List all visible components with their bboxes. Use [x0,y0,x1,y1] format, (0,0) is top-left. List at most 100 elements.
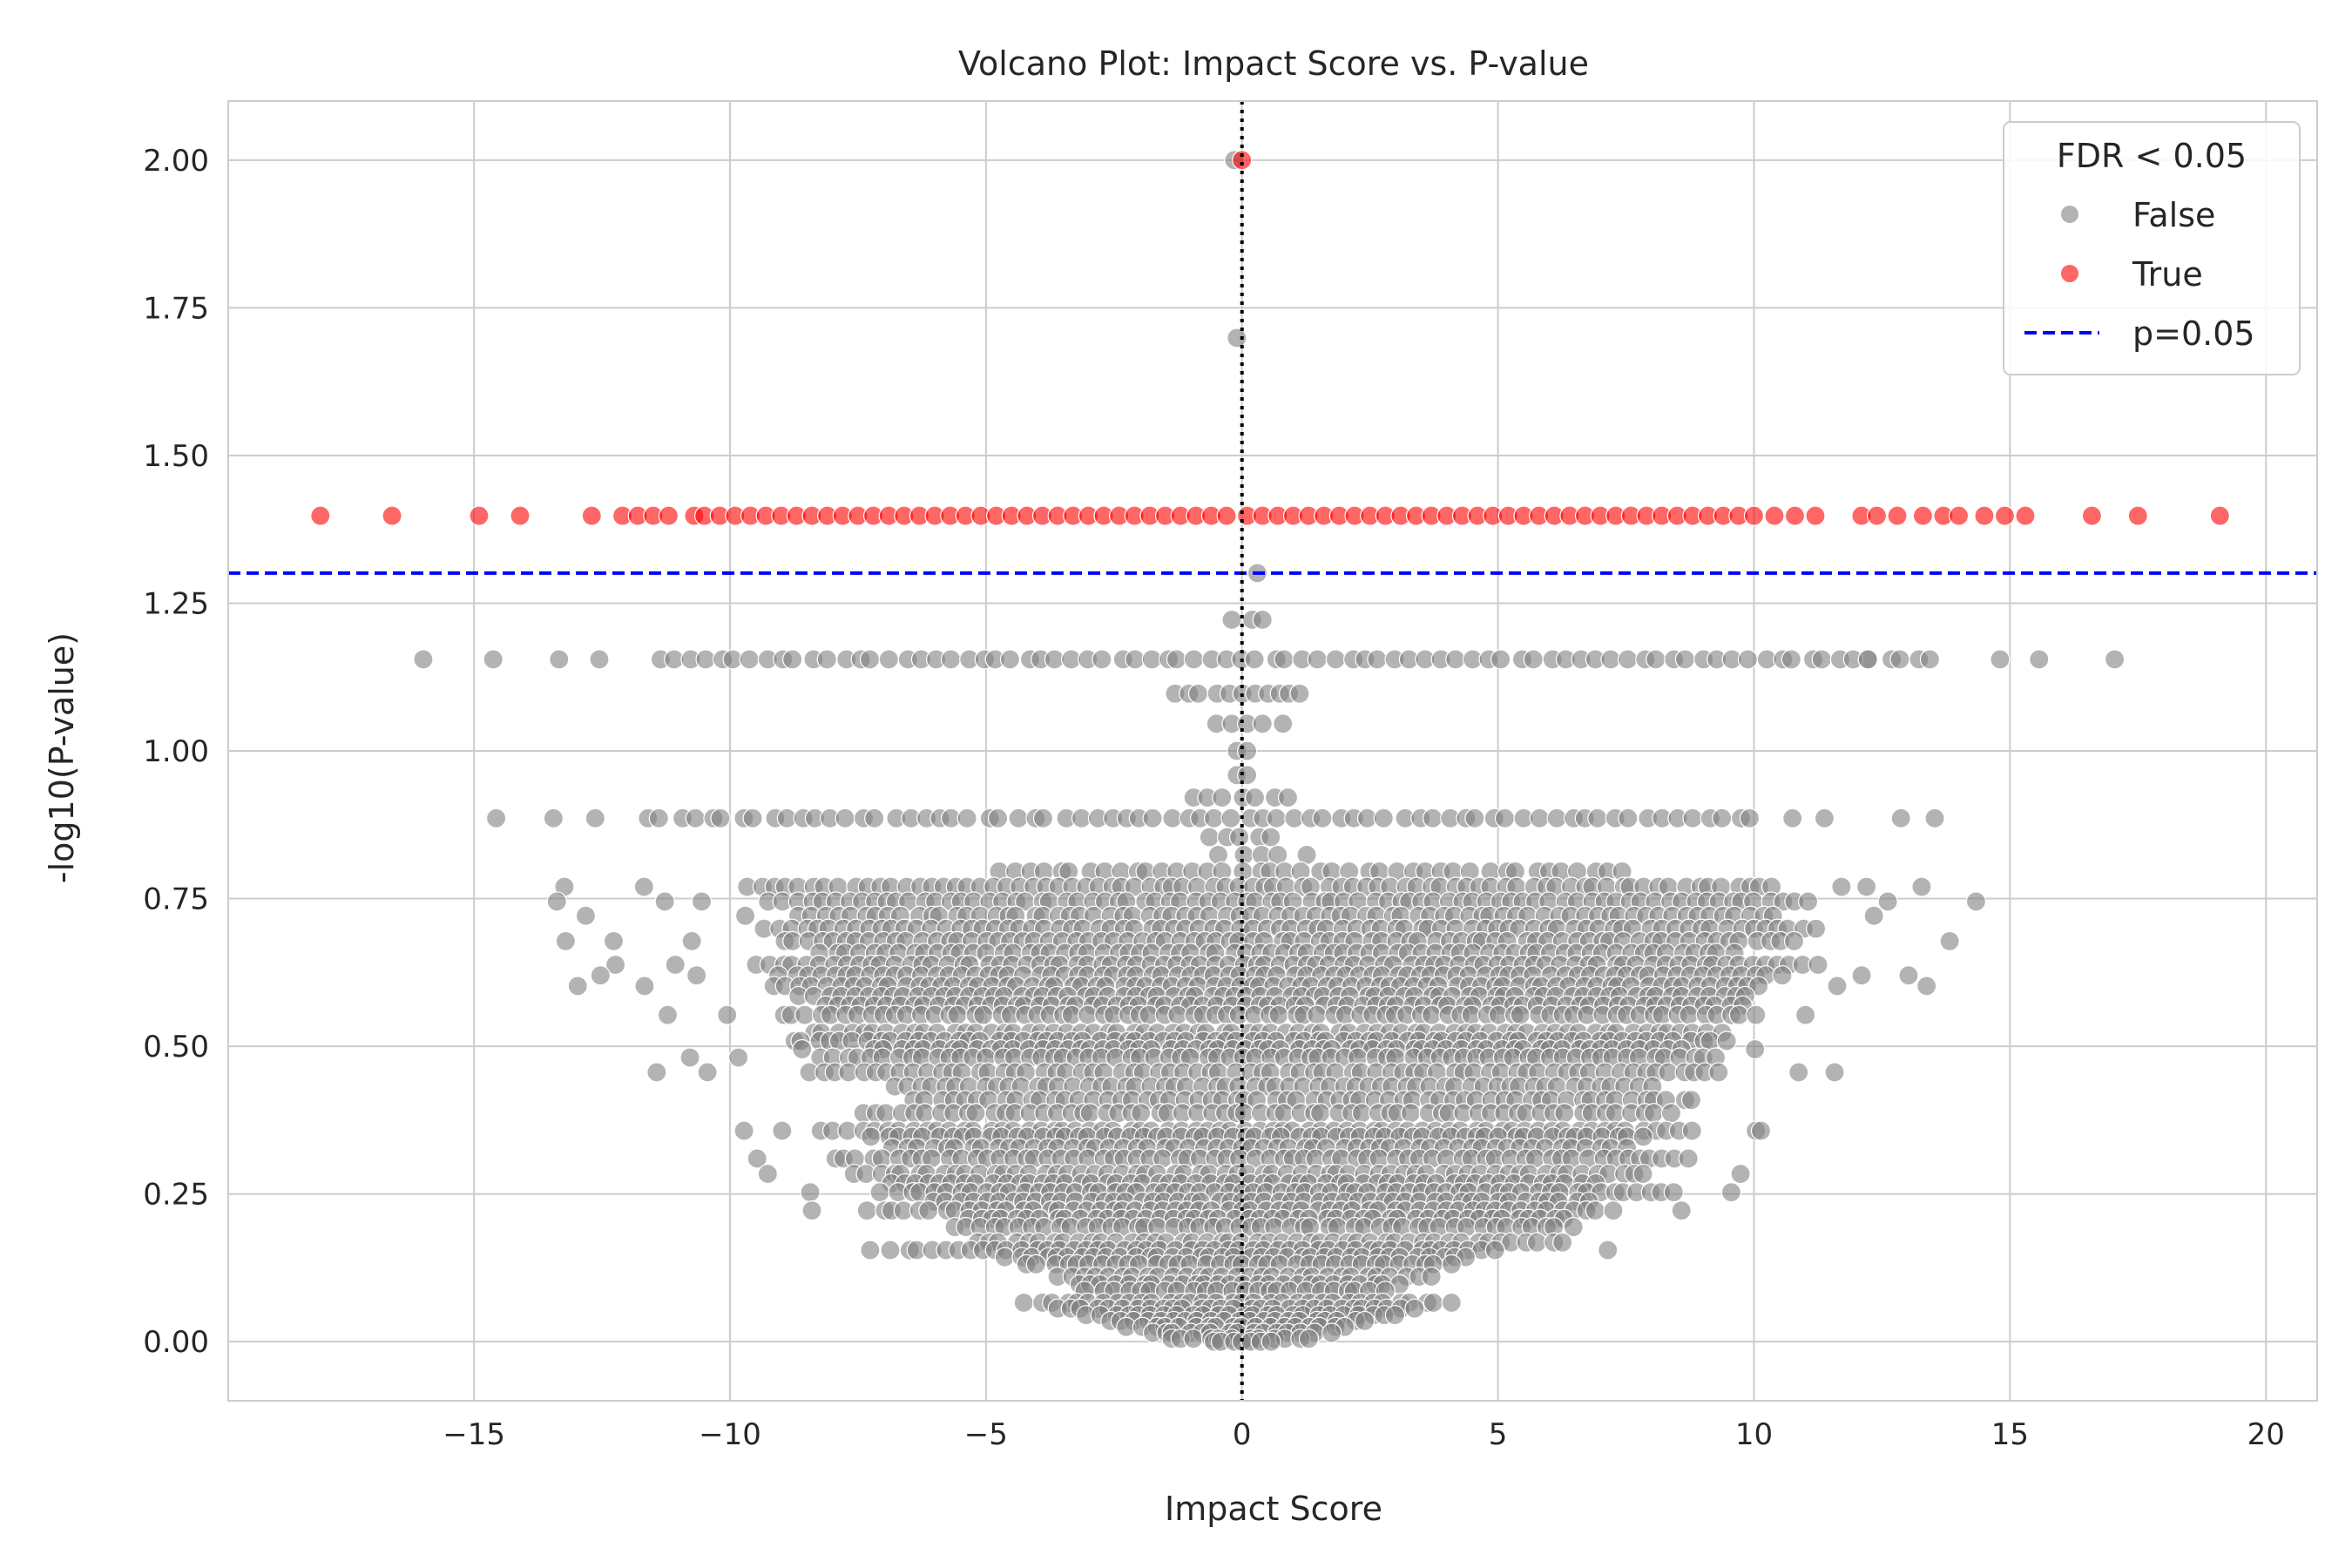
point-false [1587,808,1608,828]
point-false [816,649,837,670]
point-false [1890,808,1911,828]
point-false [800,1182,821,1203]
point-false [869,1182,890,1203]
point-false [1889,649,1910,670]
point-false [654,891,675,912]
point-false [1404,1298,1425,1319]
point-true [310,505,331,526]
point-false [1494,808,1516,828]
point-false [697,1062,718,1083]
x-tick-label: 5 [1489,1417,1508,1452]
point-false [1660,1103,1682,1124]
point-true [1866,505,1888,526]
point-false [1600,649,1621,670]
point-false [1183,649,1205,670]
point-false [1523,649,1544,670]
point-false [1546,808,1567,828]
point-false [1737,649,1759,670]
plot-frame [227,100,2318,1402]
point-false [772,1120,793,1141]
point-false [1441,1254,1462,1274]
y-tick-label: 2.00 [143,144,209,179]
point-false [792,1038,813,1060]
point-false [1354,1310,1375,1332]
point-false [1730,1163,1751,1185]
point-false [947,1004,968,1025]
point-false [686,965,707,986]
point-false [1794,1004,1816,1025]
point-true [1216,505,1237,526]
point-true [469,505,490,526]
point-false [864,808,885,828]
point-false [918,1200,939,1221]
y-axis-label: -log10(P-value) [43,632,81,883]
point-false [657,1004,679,1025]
legend-label-false: False [2132,196,2215,234]
point-false [1682,808,1703,828]
point-false [1919,649,1941,670]
point-false [1632,1163,1653,1185]
point-false [1237,765,1258,786]
point-true [1887,505,1908,526]
point-false [1911,876,1932,897]
point-false [956,808,977,828]
point-false [1400,1103,1422,1124]
point-false [1423,808,1443,828]
point-false [1939,930,1960,951]
point-false [605,954,626,976]
point-false [1663,1182,1684,1203]
y-tick-label: 0.00 [143,1325,209,1360]
point-false [1221,609,1242,631]
point-false [860,1240,881,1260]
point-true [2015,505,2036,526]
point-false [1617,649,1639,670]
point-false [1490,649,1511,670]
point-false [1325,649,1346,670]
point-false [2029,649,2050,670]
y-tick-label: 1.50 [143,439,209,474]
point-false [1423,1292,1443,1314]
point-false [1851,965,1872,986]
point-false [1746,1004,1767,1025]
point-false [486,808,507,828]
x-tick-label: 0 [1233,1417,1252,1452]
point-false [1252,713,1273,734]
point-false [1298,1328,1320,1349]
point-false [861,1126,882,1147]
point-false [1598,1240,1619,1260]
point-false [1990,649,2011,670]
point-false [1079,1103,1100,1124]
point-false [1212,787,1233,808]
point-false [691,891,713,912]
point-false [1728,1004,1749,1025]
point-false [1277,787,1299,808]
point-false [1445,649,1466,670]
legend-label-true: True [2132,255,2203,294]
point-false [1464,808,1485,828]
point-false [695,649,716,670]
point-true [1974,505,1995,526]
point-false [1244,649,1265,670]
point-false [1125,649,1146,670]
point-false [987,808,1009,828]
legend-marker-false [2061,206,2078,223]
point-true [2127,505,2148,526]
point-false [1274,649,1294,670]
point-false [1266,808,1287,828]
point-false [1772,965,1793,986]
point-true [1912,505,1934,526]
point-false [1373,808,1394,828]
point-false [1618,808,1639,828]
point-false [679,1047,700,1068]
point-false [940,649,962,670]
point-true [1784,505,1806,526]
point-false [1167,1004,1188,1025]
point-false [859,649,881,670]
point-false [590,965,611,986]
x-tick-label: −15 [443,1417,505,1452]
legend: FDR < 0.05 False True p=0.05 [2003,121,2301,375]
point-false [747,1148,767,1169]
legend-label-threshold: p=0.05 [2132,314,2255,353]
point-false [1824,1062,1845,1083]
point-false [734,905,756,926]
